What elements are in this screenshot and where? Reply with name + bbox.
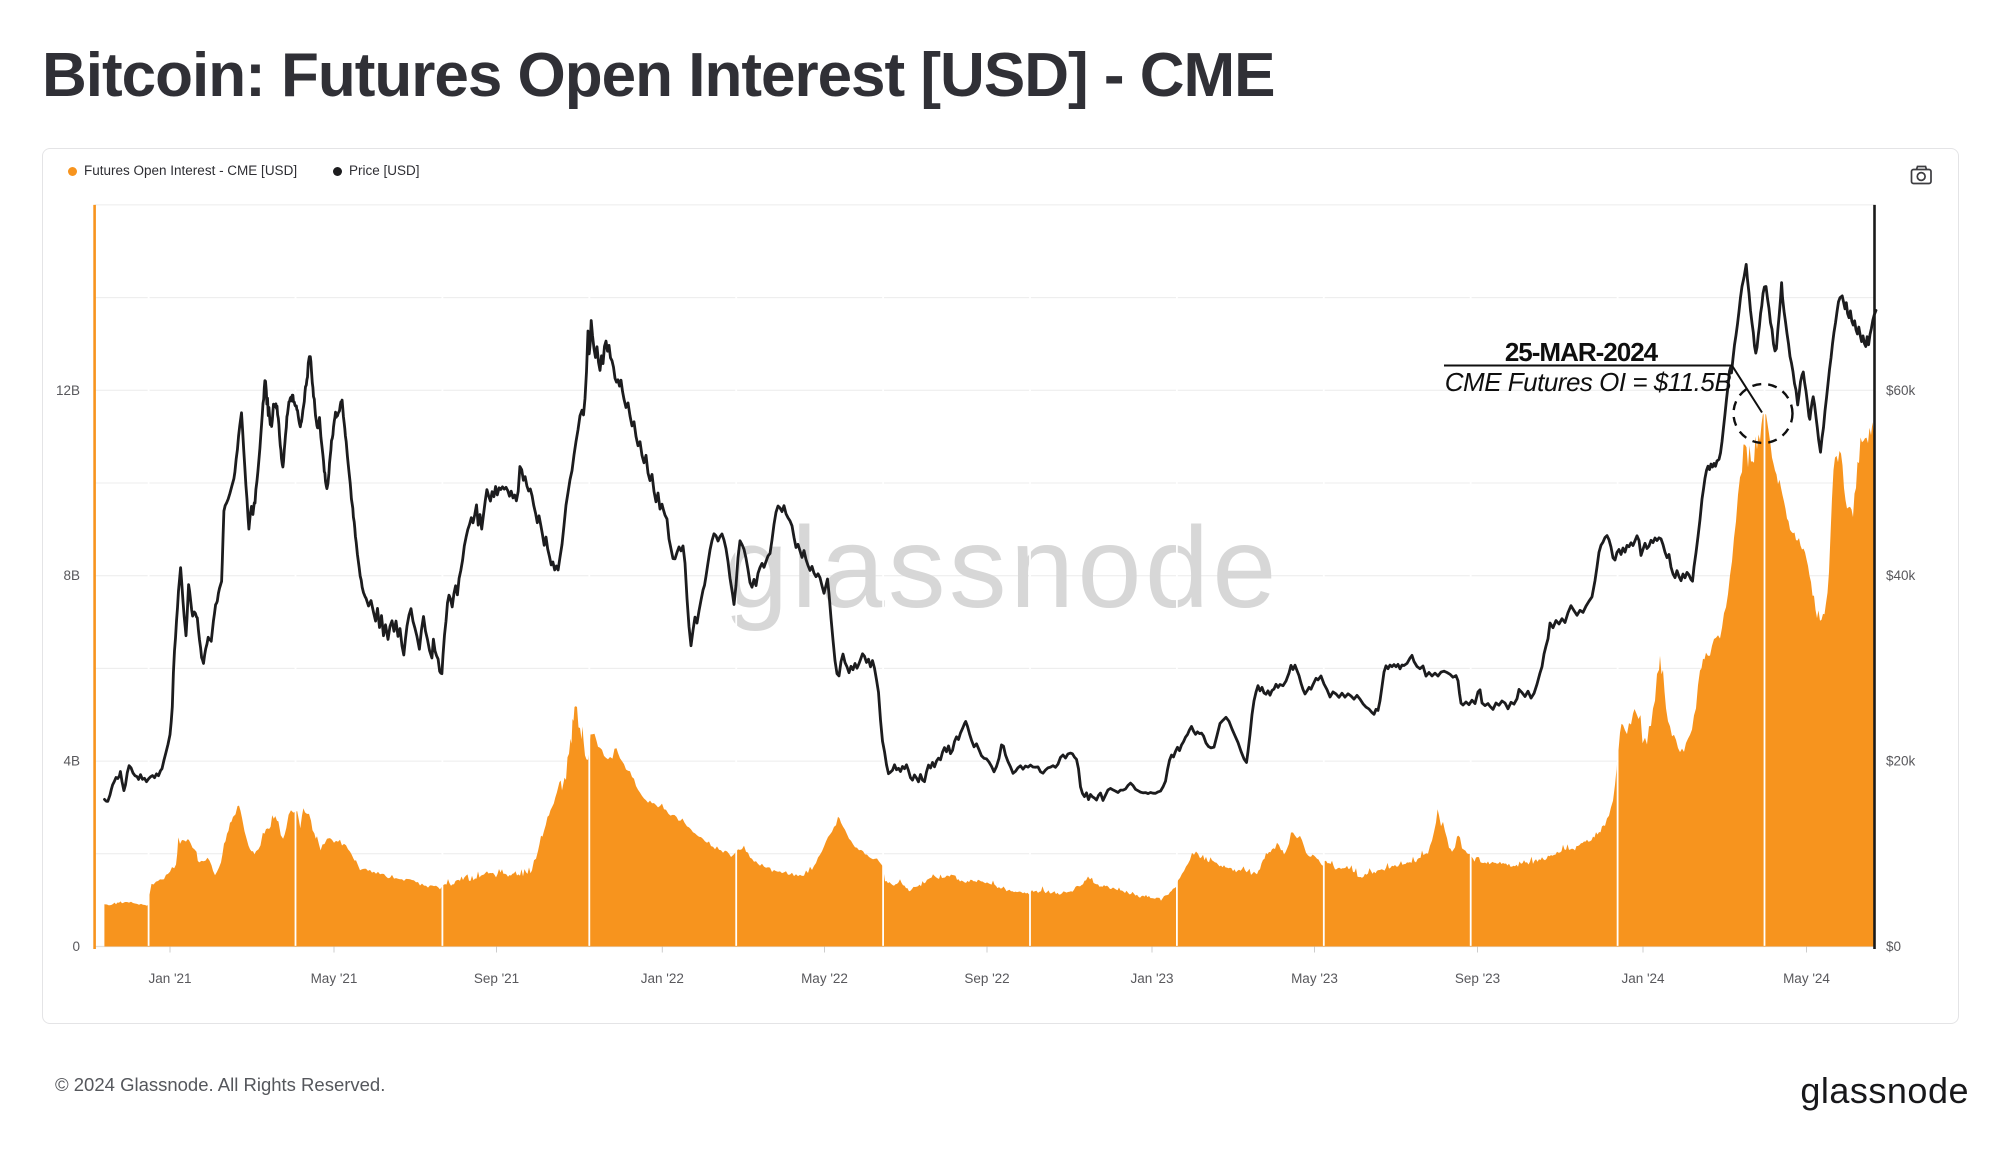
svg-text:May '23: May '23	[1291, 971, 1338, 986]
svg-text:glassnode: glassnode	[724, 504, 1280, 632]
svg-text:May '21: May '21	[311, 971, 358, 986]
svg-text:Jan '22: Jan '22	[641, 971, 684, 986]
svg-text:8B: 8B	[63, 568, 80, 583]
svg-text:$20k: $20k	[1886, 754, 1916, 769]
svg-text:12B: 12B	[56, 383, 80, 398]
svg-text:0: 0	[72, 939, 80, 954]
svg-text:$40k: $40k	[1886, 568, 1916, 583]
svg-text:Jan '23: Jan '23	[1130, 971, 1173, 986]
svg-text:Sep '21: Sep '21	[474, 971, 519, 986]
svg-text:$60k: $60k	[1886, 383, 1916, 398]
svg-text:$0: $0	[1886, 939, 1901, 954]
svg-text:Jan '24: Jan '24	[1621, 971, 1665, 986]
svg-text:May '24: May '24	[1783, 971, 1830, 986]
svg-text:Sep '23: Sep '23	[1455, 971, 1500, 986]
svg-text:Jan '21: Jan '21	[148, 971, 191, 986]
svg-text:May '22: May '22	[801, 971, 848, 986]
svg-text:Sep '22: Sep '22	[964, 971, 1009, 986]
svg-text:CME Futures OI = $11.5B: CME Futures OI = $11.5B	[1445, 367, 1732, 397]
svg-text:25-MAR-2024: 25-MAR-2024	[1505, 337, 1659, 367]
svg-text:4B: 4B	[63, 754, 80, 769]
